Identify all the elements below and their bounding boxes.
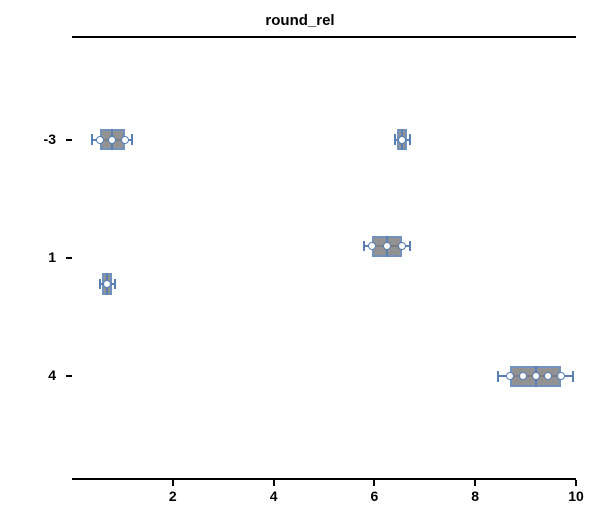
box-cap (99, 279, 101, 290)
ytick-mark (66, 139, 72, 141)
ytick-mark (66, 375, 72, 377)
xtick-label: 10 (556, 488, 596, 504)
box-cap (497, 371, 499, 382)
xtick-label: 6 (354, 488, 394, 504)
box-cap (409, 134, 411, 145)
data-point (121, 136, 129, 144)
ytick-mark (66, 257, 72, 259)
box-cap (91, 134, 93, 145)
axis-top (72, 36, 576, 38)
xtick-mark (172, 480, 174, 486)
data-point (557, 372, 565, 380)
box-cap (409, 241, 411, 252)
data-point (398, 242, 406, 250)
data-point (368, 242, 376, 250)
box-cap (363, 241, 365, 252)
xtick-mark (273, 480, 275, 486)
xtick-label: 2 (153, 488, 193, 504)
xtick-label: 4 (254, 488, 294, 504)
data-point (108, 136, 116, 144)
data-point (96, 136, 104, 144)
ytick-label: -3 (0, 131, 56, 147)
box-cap (131, 134, 133, 145)
box-cap (572, 371, 574, 382)
xtick-mark (474, 480, 476, 486)
box-cap (394, 134, 396, 145)
xtick-label: 8 (455, 488, 495, 504)
xtick-mark (575, 480, 577, 486)
ytick-label: 1 (0, 249, 56, 265)
chart-title: round_rel (0, 12, 600, 29)
ytick-label: 4 (0, 367, 56, 383)
xtick-mark (373, 480, 375, 486)
axis-bottom (72, 478, 576, 480)
data-point (398, 136, 406, 144)
box-cap (114, 279, 116, 290)
